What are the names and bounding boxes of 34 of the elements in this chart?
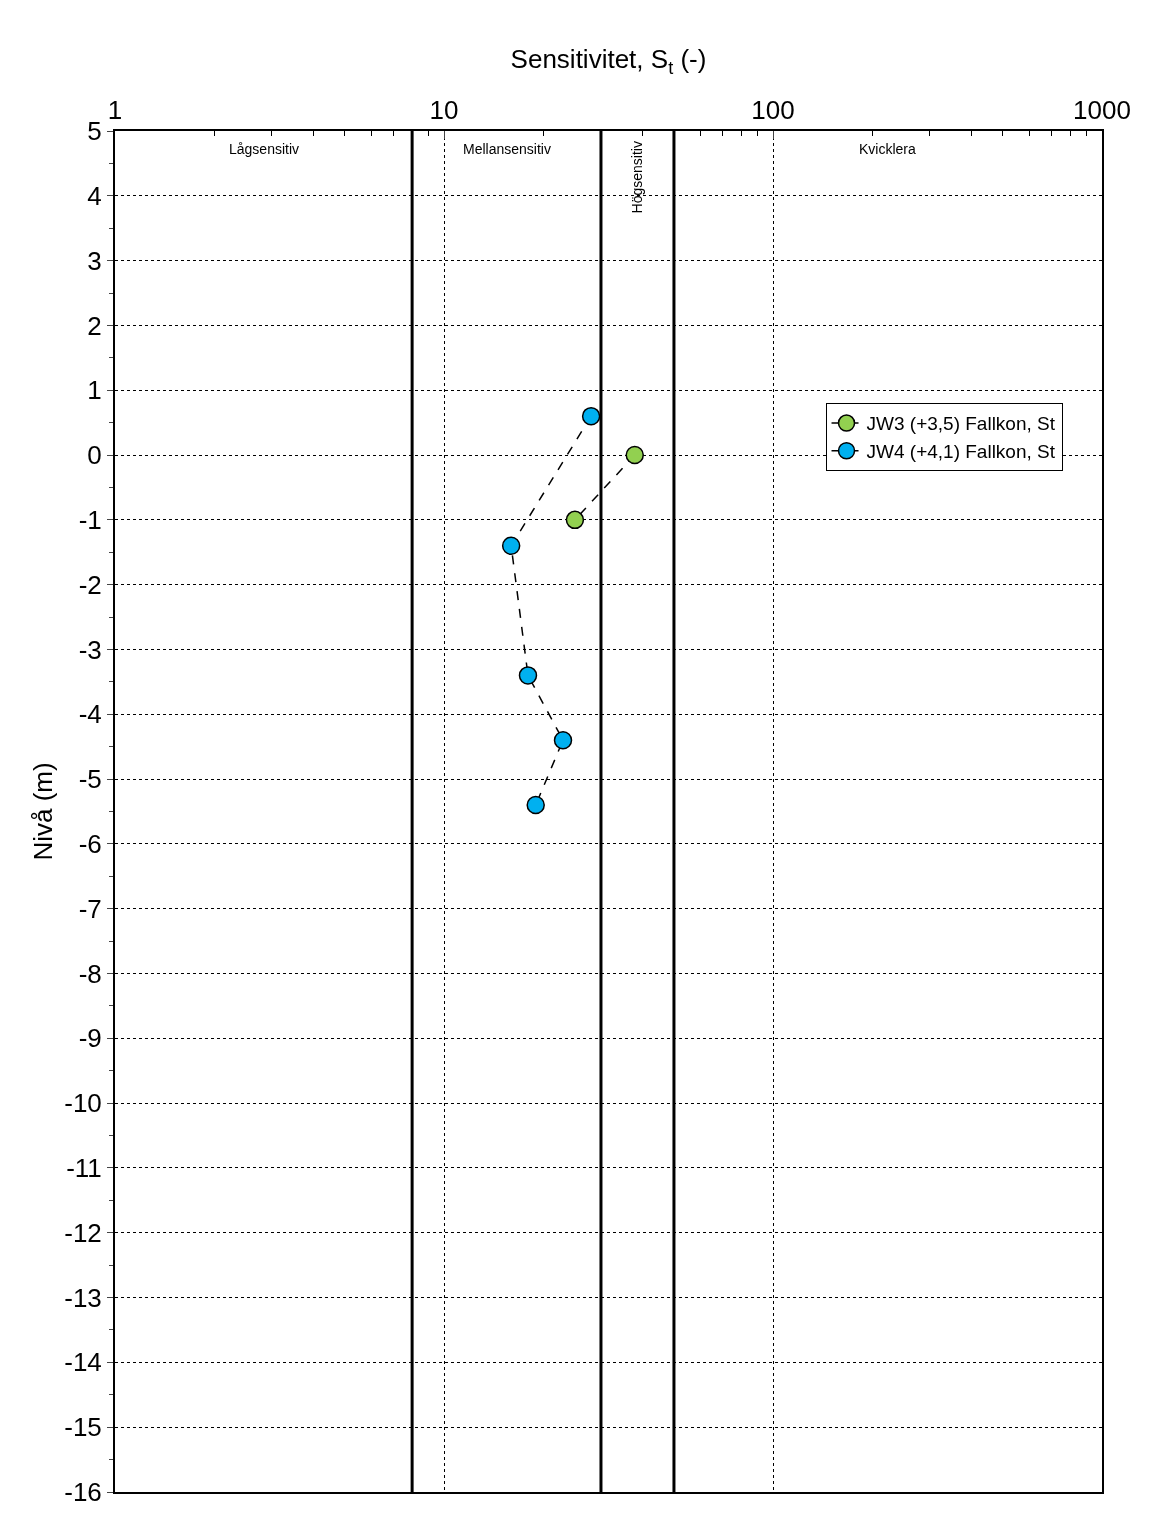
y-tick-label: -7 [78, 893, 102, 924]
y-tick-label: -5 [78, 764, 102, 795]
y-tick-label: -12 [64, 1217, 102, 1248]
y-tick-label: -14 [64, 1347, 102, 1378]
y-tick-label: 0 [87, 440, 102, 471]
y-tick-label: 5 [87, 116, 102, 147]
y-tick-label: -3 [78, 634, 102, 665]
legend-label: JW4 (+4,1) Fallkon, St [866, 441, 1056, 463]
legend-label: JW3 (+3,5) Fallkon, St [866, 413, 1056, 435]
y-axis-title: Nivå (m) [28, 762, 58, 861]
x-tick-label: 1 [107, 94, 123, 125]
annotation: Högsensitiv [629, 141, 646, 214]
y-tick-label: -10 [64, 1088, 102, 1119]
y-tick-label: -15 [64, 1412, 102, 1443]
y-tick-label: -4 [78, 699, 102, 730]
y-tick-label: -9 [78, 1023, 102, 1054]
y-tick-label: -11 [66, 1153, 102, 1184]
x-tick-label: 10 [429, 94, 459, 125]
y-tick-label: -13 [64, 1282, 102, 1313]
y-tick-label: 4 [87, 180, 102, 211]
y-tick-label: -2 [78, 569, 102, 600]
y-tick-label: 3 [87, 245, 102, 276]
x-tick-label: 100 [751, 94, 795, 125]
annotation: Kvicklera [859, 141, 917, 157]
y-tick-label: 1 [87, 375, 102, 406]
annotation: Lågsensitiv [229, 141, 300, 157]
y-tick-label: -8 [78, 958, 102, 989]
x-tick-label: 1000 [1073, 94, 1131, 125]
y-tick-label: 2 [87, 310, 102, 341]
y-tick-label: -6 [78, 829, 102, 859]
y-tick-label: -1 [78, 504, 102, 535]
y-tick-label: -16 [64, 1477, 102, 1508]
annotation: Mellansensitiv [463, 141, 551, 157]
x-axis-title: Sensitivitet, S$_{t}$ (-) [510, 44, 707, 78]
